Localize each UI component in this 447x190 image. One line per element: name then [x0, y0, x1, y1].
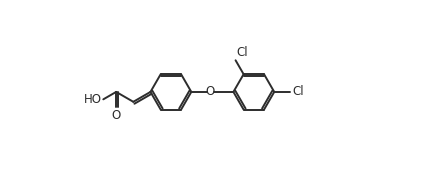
Text: Cl: Cl: [236, 46, 248, 59]
Text: HO: HO: [84, 93, 101, 106]
Text: O: O: [205, 86, 215, 98]
Text: O: O: [112, 109, 121, 122]
Text: Cl: Cl: [292, 86, 304, 98]
